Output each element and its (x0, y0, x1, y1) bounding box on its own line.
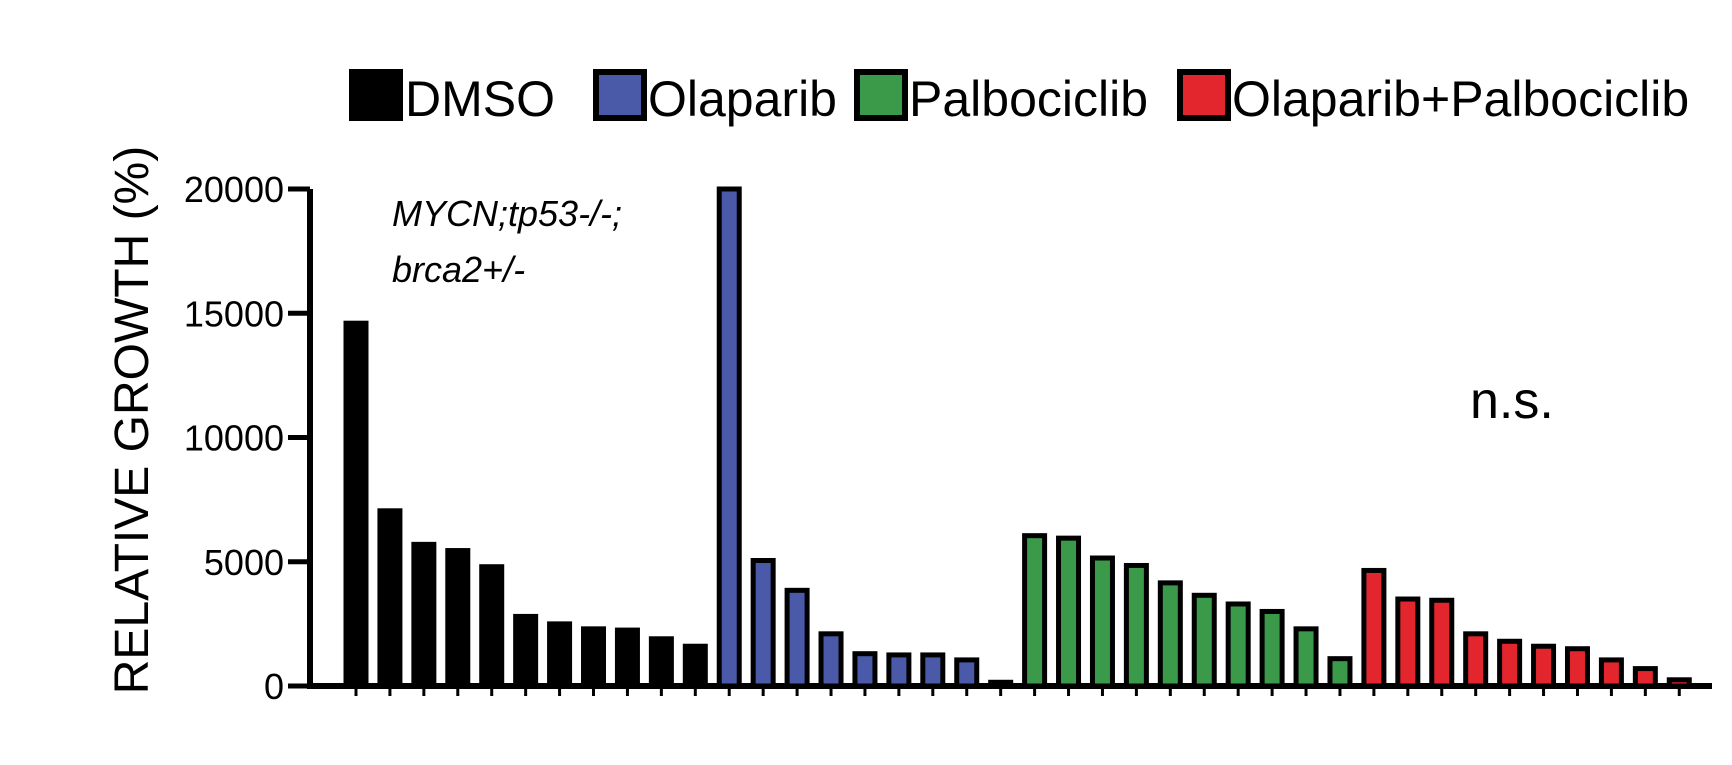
y-tick-label: 0 (264, 666, 284, 707)
legend: DMSO Olaparib Palbociclib Olaparib+Palbo… (349, 69, 1689, 127)
bar-palbociclib-6 (1191, 592, 1217, 689)
legend-item-palbociclib: Palbociclib (854, 69, 1148, 127)
bar-palbociclib-8 (1259, 608, 1285, 689)
bar-olaparib-4 (818, 631, 844, 689)
bar-olaparib-palbociclib-5 (1497, 638, 1523, 689)
bar-olaparib-9 (988, 679, 1014, 689)
y-axis-label: RELATIVE GROWTH (%) (106, 146, 159, 694)
bar-dmso-10 (648, 636, 674, 689)
bar-olaparib-palbociclib-2 (1395, 596, 1421, 689)
legend-swatch-olaparib (593, 69, 647, 121)
bar-olaparib-6 (886, 652, 912, 689)
significance-label: n.s. (1470, 372, 1554, 430)
legend-item-olaparib-palbociclib: Olaparib+Palbociclib (1177, 69, 1689, 127)
bar-palbociclib-7 (1225, 601, 1251, 689)
legend-item-olaparib: Olaparib (593, 69, 837, 127)
bar-olaparib-3 (784, 587, 810, 689)
y-ticks: 0 5000 10000 15000 20000 (184, 169, 310, 707)
bar-dmso-8 (581, 626, 607, 689)
y-tick-label: 10000 (184, 418, 284, 459)
bars (343, 186, 1692, 689)
x-ticks (354, 686, 1681, 696)
bar-palbociclib-5 (1157, 580, 1183, 689)
y-tick-label: 5000 (204, 542, 284, 583)
bar-olaparib-palbociclib-6 (1531, 643, 1557, 689)
genotype-annotation-line-2: brca2+/- (392, 249, 525, 290)
bar-dmso-9 (614, 627, 640, 689)
legend-swatch-dmso (349, 69, 403, 121)
bar-olaparib-palbociclib-8 (1598, 657, 1624, 689)
bar-palbociclib-2 (1056, 535, 1082, 689)
bar-dmso-2 (377, 508, 403, 689)
bar-olaparib-palbociclib-9 (1632, 666, 1658, 689)
bar-olaparib-palbociclib-10 (1666, 677, 1692, 689)
bar-palbociclib-3 (1089, 555, 1115, 689)
legend-swatch-palbociclib (854, 69, 908, 121)
bar-dmso-11 (682, 643, 708, 689)
bar-olaparib-palbociclib-1 (1361, 567, 1387, 689)
bar-olaparib-8 (954, 657, 980, 689)
bar-olaparib-palbociclib-7 (1564, 646, 1590, 689)
bar-dmso-1 (343, 320, 369, 689)
bar-dmso-4 (445, 548, 471, 689)
legend-item-dmso: DMSO (349, 69, 555, 127)
bar-dmso-6 (513, 613, 539, 689)
bar-olaparib-2 (750, 558, 776, 689)
legend-label-palbociclib: Palbociclib (909, 71, 1148, 127)
bar-palbociclib-4 (1123, 562, 1149, 689)
bar-olaparib-palbociclib-3 (1429, 597, 1455, 689)
legend-label-olaparib-palbociclib: Olaparib+Palbociclib (1232, 71, 1689, 127)
bar-dmso-3 (411, 541, 437, 689)
bar-palbociclib-9 (1293, 626, 1319, 689)
y-tick-label: 20000 (184, 169, 284, 210)
bar-olaparib-5 (852, 651, 878, 689)
bar-dmso-7 (547, 621, 573, 689)
genotype-annotation-line-1: MYCN;tp53-/-; (392, 193, 622, 234)
bar-palbociclib-10 (1327, 656, 1353, 689)
legend-label-olaparib: Olaparib (648, 71, 837, 127)
legend-label-dmso: DMSO (405, 71, 555, 127)
bar-palbociclib-1 (1022, 533, 1048, 689)
legend-swatch-olaparib-palbociclib (1177, 69, 1231, 121)
y-tick-label: 15000 (184, 293, 284, 334)
bar-olaparib-7 (920, 652, 946, 689)
bar-olaparib-palbociclib-4 (1463, 631, 1489, 689)
bar-olaparib-1 (716, 186, 742, 689)
bar-dmso-5 (479, 564, 505, 689)
